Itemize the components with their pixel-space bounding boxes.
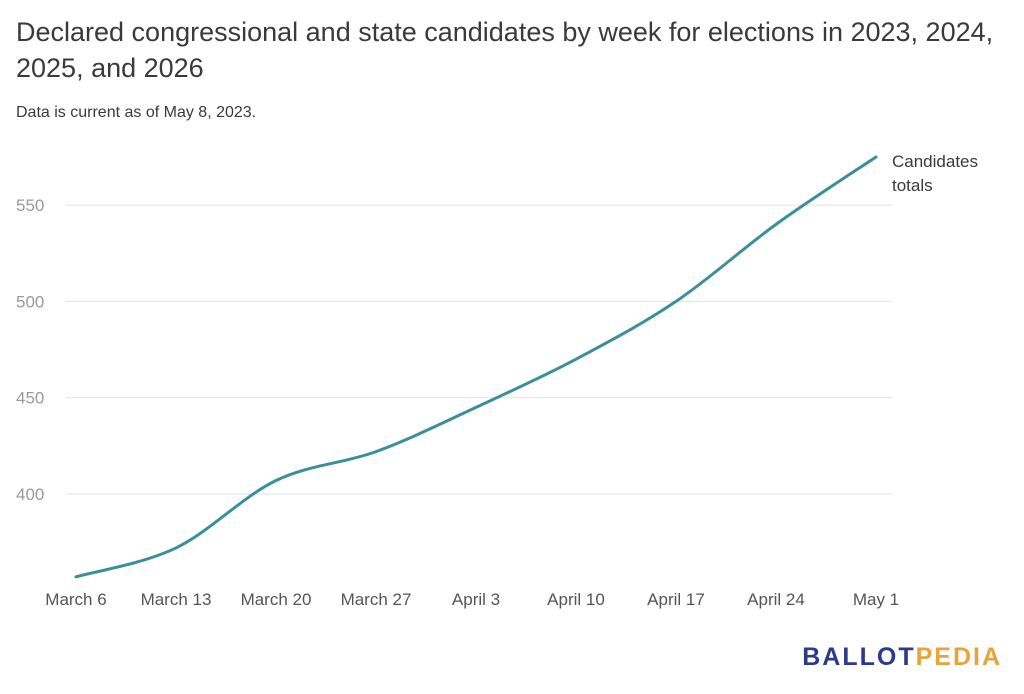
- chart-subtitle: Data is current as of May 8, 2023.: [16, 104, 257, 121]
- y-tick-label: 500: [16, 292, 44, 311]
- x-tick-label: April 10: [547, 590, 605, 609]
- x-tick-label: March 6: [45, 590, 106, 609]
- series-group: [74, 155, 878, 579]
- series-line-candidates-totals: [74, 155, 878, 579]
- y-tick-label: 400: [16, 485, 44, 504]
- y-axis-ticks: 400 450 500 550: [16, 196, 44, 504]
- x-tick-label: April 24: [747, 590, 805, 609]
- x-tick-label: April 17: [647, 590, 705, 609]
- y-tick-label: 450: [16, 389, 44, 408]
- ballotpedia-logo: BALLOTPEDIA: [802, 643, 1002, 672]
- x-tick-label: March 13: [141, 590, 212, 609]
- chart-title: Declared congressional and state candida…: [16, 17, 994, 83]
- x-axis-ticks: March 6 March 13 March 20 March 27 April 3 Ap…: [45, 590, 899, 609]
- x-tick-label: May 1: [853, 590, 899, 609]
- series-label-group: Candidates totals: [892, 152, 978, 195]
- x-tick-label: April 3: [452, 590, 500, 609]
- logo-part1: BALLOT: [802, 643, 916, 671]
- y-tick-label: 550: [16, 196, 44, 215]
- logo-part2: PEDIA: [915, 643, 1002, 671]
- series-label-line: Candidates: [892, 152, 978, 171]
- series-label-line: totals: [892, 176, 933, 195]
- grid-lines: [66, 204, 892, 495]
- x-tick-label: March 20: [241, 590, 312, 609]
- x-tick-label: March 27: [341, 590, 412, 609]
